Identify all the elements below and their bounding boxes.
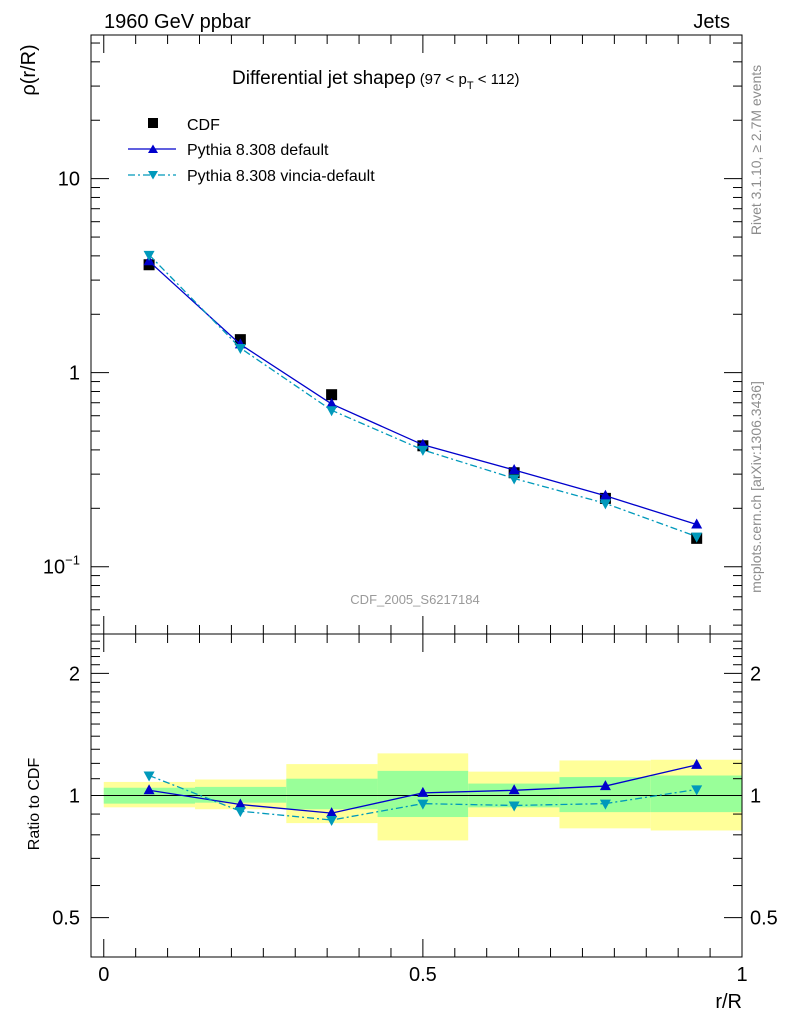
ratio-point-0-0 [143,784,155,795]
ratio-ytick-label-left: 1 [69,786,80,808]
ratio-ylabel: Ratio to CDF [26,758,43,851]
plot-title-index: T [467,80,474,92]
legend-label-cdf: CDF [187,117,220,134]
ratio-point-1-6 [691,785,703,796]
ratio-point-0-4 [508,784,520,795]
plot-title-end: < 112) [474,71,520,88]
plot-title-sub: (97 < p [420,71,467,88]
ratio-xtick-label: 1 [736,964,747,986]
ratio-point-1-3 [417,799,429,810]
main-series-line-1 [148,260,697,526]
main-point-2-1 [234,344,246,355]
ratio-point-0-3 [417,786,429,797]
legend-marker-vincia [148,171,158,180]
plot-title: Differential jet shapeρ (97 < pT < 112) [232,68,520,92]
legend-marker-cdf [148,118,158,128]
legend-marker-default [148,144,158,153]
ratio-point-1-2 [326,816,338,827]
ratio-point-0-2 [326,807,338,818]
ratio-point-1-4 [508,801,520,812]
main-point-1-5 [599,489,611,500]
rivet-label: Rivet 3.1.10, ≥ 2.7M events [748,65,764,235]
plot-title-main: Differential jet shapeρ [232,68,416,89]
ratio-point-1-1 [234,807,246,818]
ratio-ytick-label-right: 0.5 [750,908,778,930]
main-ytick-label-exp: −1 [65,553,80,568]
header-left: 1960 GeV ppbar [104,11,251,33]
legend: CDF Pythia 8.308 default Pythia 8.308 vi… [128,117,375,185]
main-point-1-2 [326,397,338,408]
main-point-1-6 [691,518,703,529]
main-point-2-6 [691,532,703,543]
main-point-2-4 [508,474,520,485]
ratio-ytick-label-right: 1 [750,786,761,808]
mcplots-label: mcplots.cern.ch [arXiv:1306.3436] [748,381,764,593]
ratio-point-1-5 [599,799,611,810]
main-point-2-5 [599,499,611,510]
labels: 1960 GeV ppbar Jets ρ(r/R) Ratio to CDF … [18,11,764,1013]
ratio-ytick-label-right: 2 [750,663,761,685]
ratio-point-0-1 [234,798,246,809]
main-point-1-4 [508,464,520,475]
ratio-point-1-0 [143,771,155,782]
ratio-ytick-label-left: 0.5 [52,908,80,930]
main-ytick-label-base: 10 [43,557,65,579]
main-series-line-2 [148,254,697,538]
ratio-band-green-1 [195,786,287,803]
ratio-ytick-label-left: 2 [69,663,80,685]
ratio-point-0-5 [599,780,611,791]
ratio-band-green-2 [286,778,378,810]
ratio-xlabel: r/R [715,991,742,1013]
main-point-2-3 [417,445,429,456]
ratio-xtick-label: 0 [98,964,109,986]
main-ytick-label: 1 [69,363,80,385]
main-ytick-label: 10−1 [43,553,80,579]
data-series [143,250,703,827]
ratio-xtick-label: 0.5 [409,964,437,986]
main-point-2-2 [326,406,338,417]
header-right: Jets [693,11,730,33]
ratio-point-0-6 [691,758,703,769]
main-point-2-0 [143,250,155,261]
legend-label-default: Pythia 8.308 default [187,142,329,159]
main-point-0-2 [326,389,338,401]
analysis-watermark: CDF_2005_S6217184 [350,592,479,607]
main-ylabel: ρ(r/R) [18,44,40,95]
main-ytick-label: 10 [58,169,80,191]
legend-label-vincia: Pythia 8.308 vincia-default [187,168,375,185]
